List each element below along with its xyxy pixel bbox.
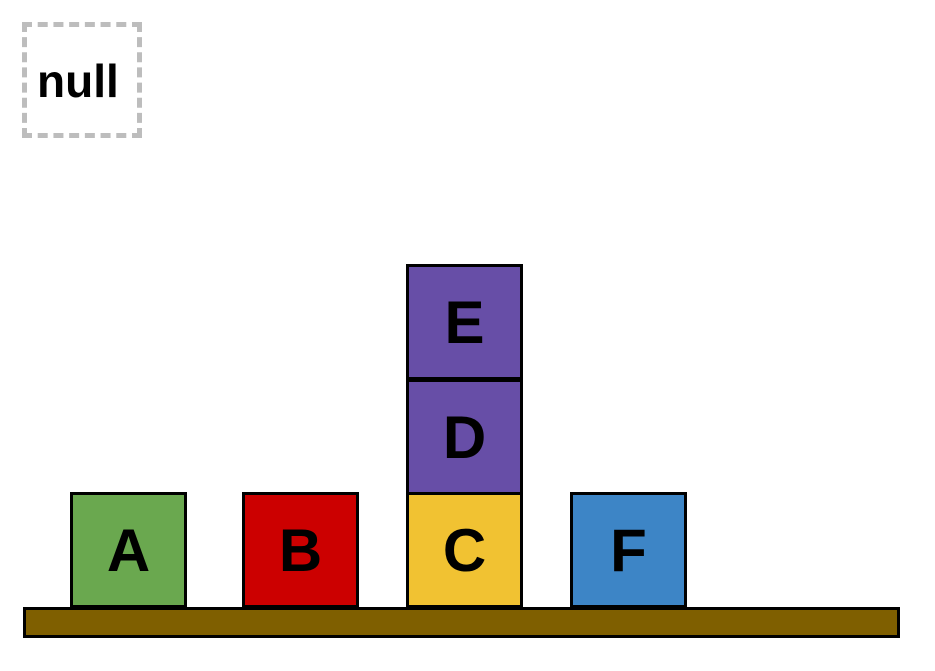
block-a: A [70, 492, 187, 608]
block-f: F [570, 492, 687, 608]
block-c-label: C [442, 516, 487, 584]
held-block-slot: null [22, 22, 142, 138]
held-block-label: null [37, 55, 119, 107]
block-b-label: B [278, 516, 323, 584]
block-e: E [406, 264, 523, 380]
block-d-label: D [442, 403, 487, 471]
block-a-label: A [106, 516, 151, 584]
block-b: B [242, 492, 359, 608]
table-surface [23, 607, 900, 638]
block-f-label: F [610, 516, 647, 584]
block-e-label: E [444, 288, 485, 356]
block-c: C [406, 492, 523, 608]
block-d: D [406, 379, 523, 495]
